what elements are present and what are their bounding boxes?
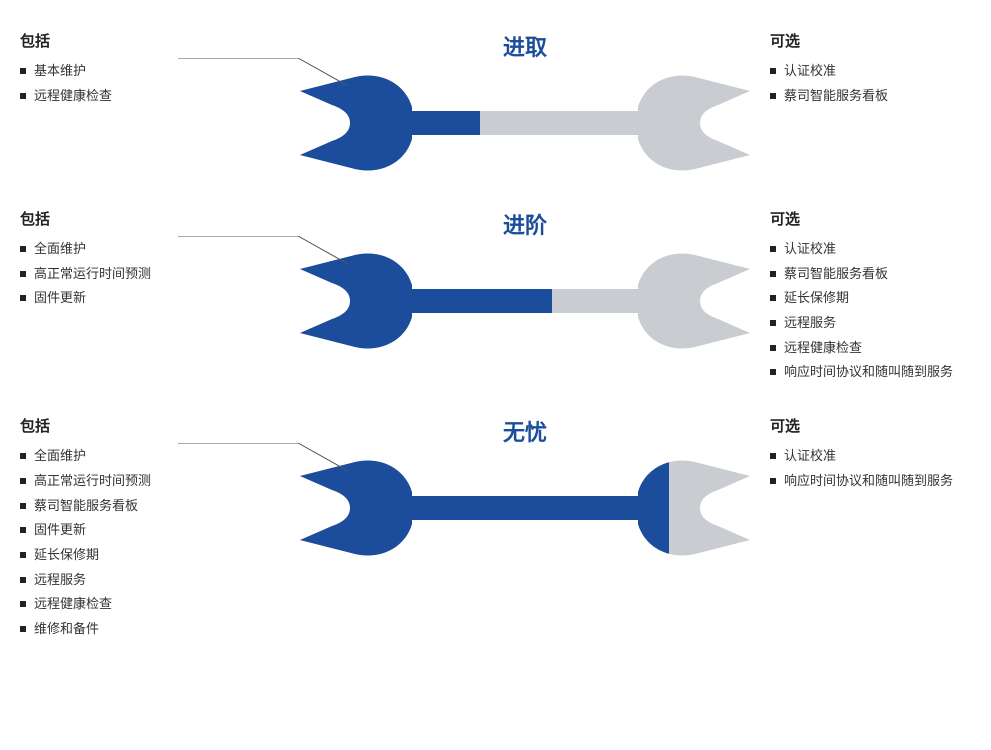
optional-item: 远程服务 [770, 311, 990, 336]
wrench-icon [280, 68, 770, 178]
included-item: 延长保修期 [20, 543, 280, 568]
optional-item: 蔡司智能服务看板 [770, 84, 990, 109]
optional-column: 可选认证校准响应时间协议和随叫随到服务 [770, 415, 990, 493]
included-column: 包括基本维护远程健康检查 [20, 30, 280, 108]
included-item: 基本维护 [20, 59, 280, 84]
optional-heading: 可选 [770, 208, 990, 229]
included-item: 固件更新 [20, 518, 280, 543]
included-item: 全面维护 [20, 237, 280, 262]
included-item: 全面维护 [20, 444, 280, 469]
included-item: 远程服务 [20, 568, 280, 593]
tier-1: 包括全面维护高正常运行时间预测固件更新进阶 可选认证校准蔡司智能服务看板延长保修… [20, 208, 971, 385]
optional-item: 蔡司智能服务看板 [770, 262, 990, 287]
included-item: 维修和备件 [20, 617, 280, 642]
wrench-icon [280, 453, 770, 563]
wrench-column: 进阶 [280, 208, 770, 356]
included-item: 高正常运行时间预测 [20, 262, 280, 287]
included-column: 包括全面维护高正常运行时间预测固件更新 [20, 208, 280, 311]
optional-item: 认证校准 [770, 59, 990, 84]
included-column: 包括全面维护高正常运行时间预测蔡司智能服务看板固件更新延长保修期远程服务远程健康… [20, 415, 280, 642]
optional-item: 响应时间协议和随叫随到服务 [770, 469, 990, 494]
tier-title: 无忧 [280, 415, 770, 447]
wrench-column: 进取 [280, 30, 770, 178]
included-heading: 包括 [20, 208, 280, 229]
optional-item: 认证校准 [770, 444, 990, 469]
included-item: 高正常运行时间预测 [20, 469, 280, 494]
optional-column: 可选认证校准蔡司智能服务看板 [770, 30, 990, 108]
included-heading: 包括 [20, 415, 280, 436]
included-item: 远程健康检查 [20, 592, 280, 617]
included-heading: 包括 [20, 30, 280, 51]
optional-column: 可选认证校准蔡司智能服务看板延长保修期远程服务远程健康检查响应时间协议和随叫随到… [770, 208, 990, 385]
optional-item: 认证校准 [770, 237, 990, 262]
tier-0: 包括基本维护远程健康检查进取 可选认证校准蔡司智能服务看板 [20, 30, 971, 178]
included-item: 远程健康检查 [20, 84, 280, 109]
wrench-icon [280, 246, 770, 356]
tier-title: 进阶 [280, 208, 770, 240]
included-item: 蔡司智能服务看板 [20, 494, 280, 519]
optional-heading: 可选 [770, 30, 990, 51]
optional-item: 远程健康检查 [770, 336, 990, 361]
optional-item: 延长保修期 [770, 286, 990, 311]
optional-heading: 可选 [770, 415, 990, 436]
tier-2: 包括全面维护高正常运行时间预测蔡司智能服务看板固件更新延长保修期远程服务远程健康… [20, 415, 971, 642]
wrench-column: 无忧 [280, 415, 770, 563]
included-item: 固件更新 [20, 286, 280, 311]
tier-title: 进取 [280, 30, 770, 62]
optional-item: 响应时间协议和随叫随到服务 [770, 360, 990, 385]
